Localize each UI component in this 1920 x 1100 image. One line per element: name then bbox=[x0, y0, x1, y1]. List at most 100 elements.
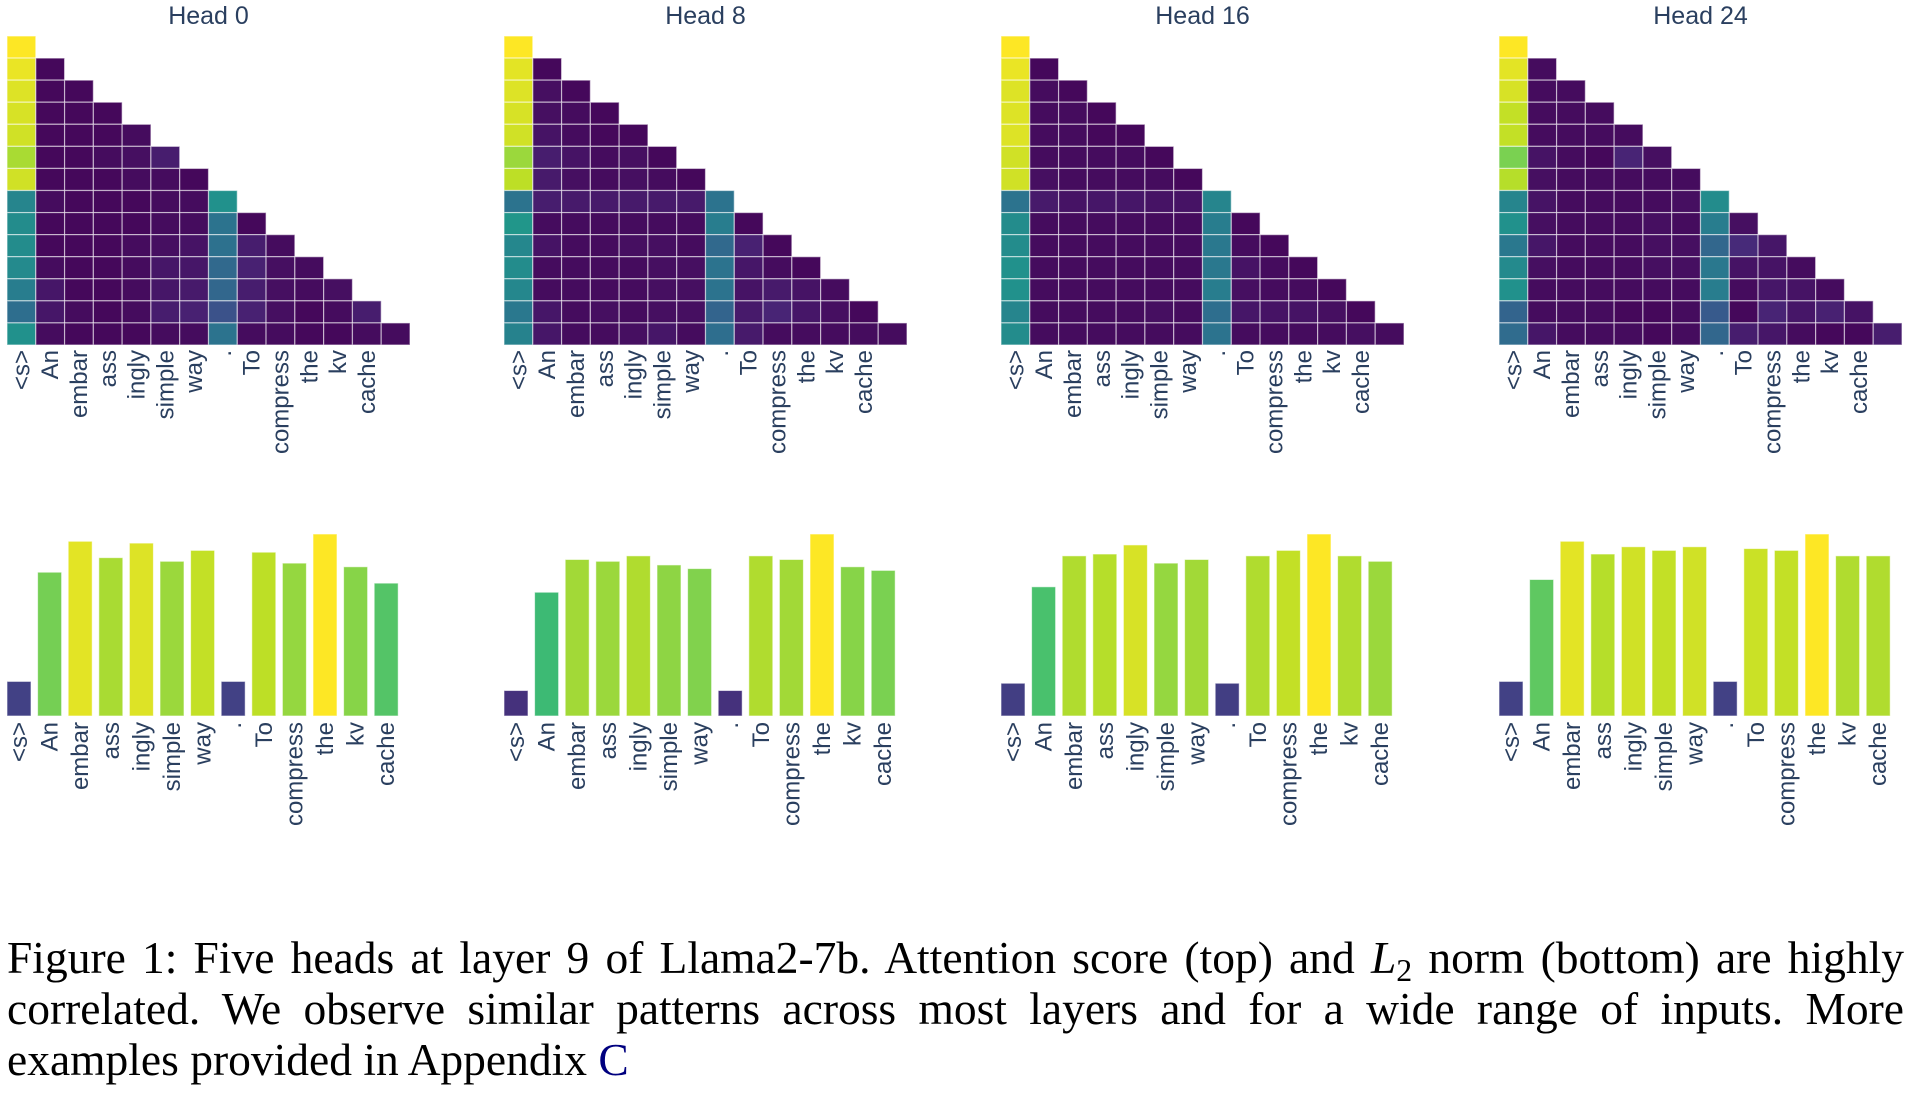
heatmap-cell bbox=[1115, 256, 1146, 280]
heatmap-cell bbox=[1699, 234, 1730, 258]
heatmap-cell bbox=[1499, 123, 1529, 147]
heatmap-cell bbox=[179, 300, 210, 324]
attention-heatmap bbox=[504, 35, 908, 346]
heatmap-cell bbox=[92, 167, 123, 192]
l2-norm-bar bbox=[67, 540, 93, 717]
heatmap-cell bbox=[1728, 211, 1759, 236]
heatmap-cell bbox=[1671, 189, 1702, 214]
l2-norm-bar bbox=[1499, 680, 1524, 717]
heatmap-tick-label: ingly bbox=[621, 350, 648, 399]
heatmap-cell bbox=[1872, 322, 1903, 346]
heatmap-cell bbox=[1757, 300, 1788, 324]
heatmap-cell bbox=[121, 300, 152, 324]
heatmap-cell bbox=[1613, 145, 1644, 170]
heatmap-cell bbox=[532, 256, 563, 280]
l2-norm-bar bbox=[748, 555, 774, 717]
heatmap-cell bbox=[179, 278, 210, 302]
heatmap-cell bbox=[1029, 322, 1060, 346]
heatmap-cell bbox=[1001, 57, 1031, 81]
heatmap-cell bbox=[1086, 211, 1117, 236]
l2-norm-bar bbox=[1001, 682, 1026, 717]
heatmap-cell bbox=[92, 234, 123, 258]
heatmap-cell bbox=[504, 278, 534, 302]
heatmap-cell bbox=[1259, 300, 1290, 324]
heatmap-cell bbox=[589, 189, 620, 214]
heatmap-cell bbox=[647, 211, 678, 236]
heatmap-tick-label: ass bbox=[1089, 350, 1116, 387]
bar-tick-label: cache bbox=[1865, 722, 1892, 786]
heatmap-cell bbox=[1584, 123, 1615, 147]
heatmap-cell bbox=[1527, 145, 1558, 170]
bar-tick-label: simple bbox=[1651, 722, 1678, 791]
l2-norm-bar bbox=[595, 560, 621, 717]
heatmap-cell bbox=[7, 57, 37, 81]
heatmap-cell bbox=[1527, 300, 1558, 324]
heatmap-tick-label: kv bbox=[1817, 350, 1844, 374]
heatmap-cell bbox=[618, 300, 649, 324]
heatmap-cell bbox=[1671, 211, 1702, 236]
heatmap-cell bbox=[1057, 79, 1088, 103]
heatmap-cell bbox=[820, 322, 851, 346]
heatmap-cell bbox=[560, 278, 591, 302]
heatmap-cell bbox=[92, 300, 123, 324]
heatmap-cell bbox=[207, 211, 238, 236]
heatmap-cell bbox=[35, 189, 66, 214]
l2-norm-bar bbox=[1559, 540, 1585, 717]
heatmap-cell bbox=[1613, 256, 1644, 280]
heatmap-tick-label: cache bbox=[1846, 350, 1873, 414]
heatmap-cell bbox=[1499, 145, 1529, 170]
l2-norm-bar bbox=[7, 680, 32, 717]
heatmap-tick-label: simple bbox=[152, 350, 179, 419]
heatmap-cell bbox=[1671, 256, 1702, 280]
l2-norm-bar bbox=[251, 551, 277, 717]
heatmap-cell bbox=[560, 300, 591, 324]
appendix-link[interactable]: C bbox=[598, 1034, 629, 1085]
bar-tick-label: the bbox=[1804, 722, 1831, 755]
l2-norm-bars bbox=[1001, 533, 1393, 717]
heatmap-cell bbox=[1201, 256, 1232, 280]
heatmap-cell bbox=[762, 300, 793, 324]
heatmap-cell bbox=[1144, 189, 1175, 214]
heatmap-cell bbox=[1057, 278, 1088, 302]
l2-norm-bars bbox=[504, 533, 896, 717]
heatmap-cell bbox=[589, 256, 620, 280]
l2-norm-bar bbox=[373, 582, 399, 717]
heatmap-cell bbox=[1201, 189, 1232, 214]
heatmap-cell bbox=[1259, 256, 1290, 280]
heatmap-cell bbox=[1001, 167, 1031, 192]
heatmap-cell bbox=[1029, 278, 1060, 302]
bar-tick-label: way bbox=[1184, 722, 1211, 766]
heatmap-cell bbox=[1499, 35, 1529, 59]
heatmap-cell bbox=[7, 300, 37, 324]
heatmap-cell bbox=[704, 300, 735, 324]
heatmap-cell bbox=[504, 145, 534, 170]
heatmap-cell bbox=[1584, 322, 1615, 346]
heatmap-cell bbox=[35, 145, 66, 170]
heatmap-tick-label: compress bbox=[267, 350, 294, 454]
bar-tick-label: simple bbox=[1153, 722, 1180, 791]
heatmap-cell bbox=[1115, 300, 1146, 324]
heatmap-cell bbox=[323, 278, 354, 302]
heatmap-cell bbox=[207, 300, 238, 324]
heatmap-tick-label: embar bbox=[563, 350, 590, 418]
heatmap-cell bbox=[618, 322, 649, 346]
heatmap-cell bbox=[1029, 57, 1060, 81]
l2-norm-bar bbox=[778, 558, 804, 717]
heatmap-cell bbox=[532, 278, 563, 302]
heatmap-cell bbox=[1086, 300, 1117, 324]
heatmap-cell bbox=[1499, 278, 1529, 302]
l2-norm-bars bbox=[7, 533, 399, 717]
heatmap-tick-label: embar bbox=[1558, 350, 1585, 418]
heatmap-cell bbox=[1584, 211, 1615, 236]
bar-tick-label: . bbox=[1214, 722, 1241, 729]
heatmap-cell bbox=[504, 167, 534, 192]
heatmap-cell bbox=[294, 322, 325, 346]
heatmap-cell bbox=[265, 278, 296, 302]
heatmap-cell bbox=[1230, 256, 1261, 280]
heatmap-cell bbox=[560, 234, 591, 258]
heatmap-cell bbox=[150, 167, 181, 192]
heatmap-cell bbox=[791, 256, 822, 280]
heatmap-cell bbox=[1613, 211, 1644, 236]
bar-tick-label: way bbox=[1682, 722, 1709, 766]
heatmap-cell bbox=[35, 57, 66, 81]
